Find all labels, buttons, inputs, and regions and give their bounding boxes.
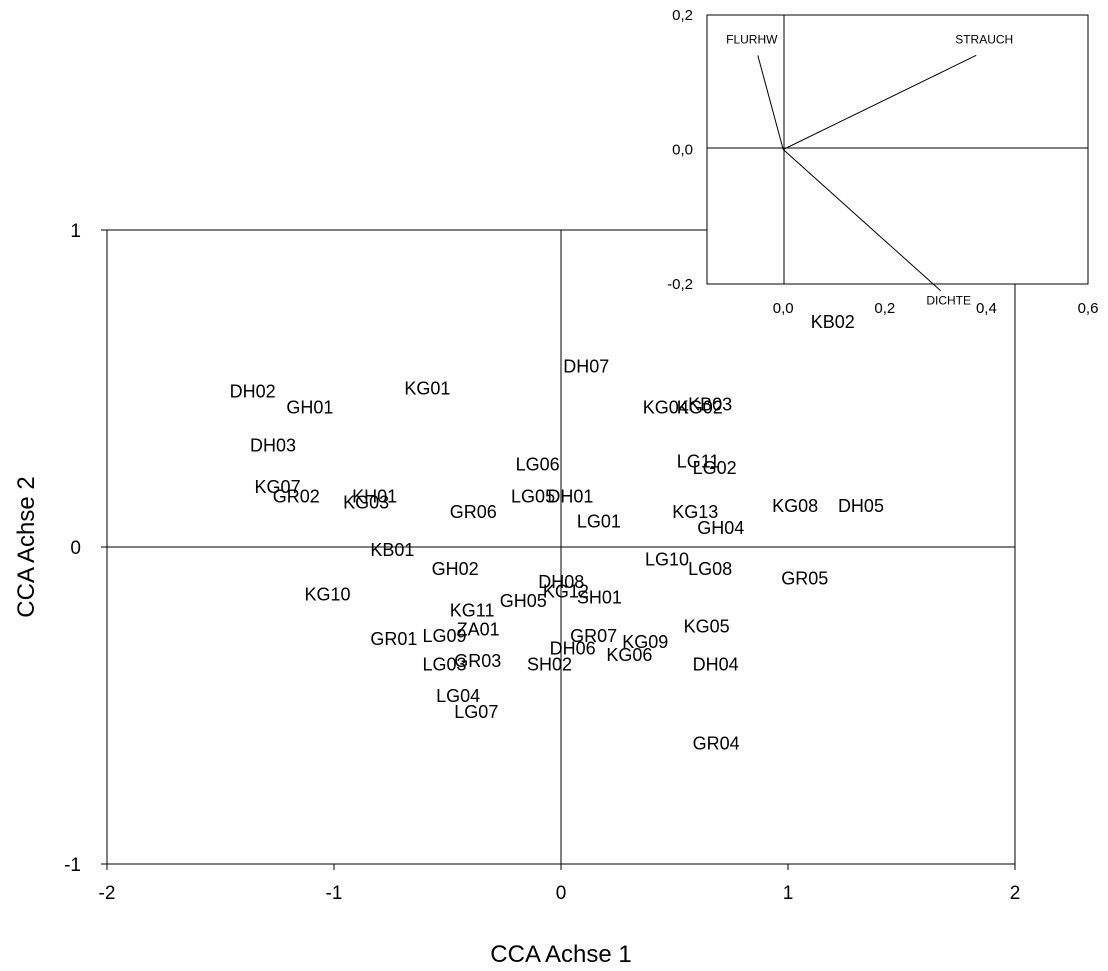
site-label-kb02: KB02 (811, 312, 855, 332)
site-label-gr06: GR06 (450, 502, 497, 522)
vector-label-strauch: STRAUCH (955, 32, 1013, 46)
inset-x-tick-label: 0,4 (976, 300, 997, 317)
site-label-dh08: DH08 (538, 572, 584, 592)
site-label-lg07: LG07 (454, 702, 498, 722)
x-tick-label: 1 (783, 883, 794, 904)
y-tick-label: -1 (64, 855, 81, 876)
vector-dichte (782, 149, 942, 292)
site-label-kg06: KG06 (606, 645, 652, 665)
site-label-lg01: LG01 (577, 512, 621, 532)
site-label-gr07: GR07 (570, 626, 617, 646)
vector-label-flurhw: FLURHW (726, 32, 778, 46)
y-tick-label: 0 (70, 538, 81, 559)
site-label-dh05: DH05 (838, 496, 884, 516)
site-label-sh02: SH02 (527, 654, 572, 674)
site-label-gr01: GR01 (370, 629, 417, 649)
site-label-kb03: KB03 (688, 394, 732, 414)
site-label-gh04: GH04 (697, 518, 744, 538)
site-label-kg12: KG12 (543, 581, 589, 601)
site-label-kg05: KG05 (684, 616, 730, 636)
x-tick-label: -1 (326, 883, 343, 904)
inset-axis-ticks: 0,0 0,2 0,4 0,6 0,2 0,0 -0,2 (667, 7, 1098, 317)
site-label-lg11: LG11 (677, 451, 720, 471)
site-label-kg13: KG13 (672, 502, 718, 522)
site-label-lg06: LG06 (516, 455, 560, 475)
x-tick-label: -2 (99, 883, 116, 904)
x-tick-label: 0 (556, 883, 567, 904)
inset-y-tick-label: 0,2 (672, 7, 693, 24)
x-axis-title: CCA Achse 1 (490, 941, 631, 968)
inset-plot: 0,0 0,2 0,4 0,6 0,2 0,0 -0,2 FLURHW STRAUCH DICH… (667, 7, 1098, 317)
site-label-kb01: KB01 (370, 540, 414, 560)
site-label-dh01: DH01 (547, 486, 593, 506)
site-label-lg10: LG10 (645, 550, 689, 570)
vector-flurhw (757, 55, 784, 150)
site-label-sh01: SH01 (577, 588, 622, 608)
site-label-lg05: LG05 (511, 486, 555, 506)
inset-x-tick-label: 0,0 (773, 300, 794, 317)
site-label-kh01: KH01 (352, 486, 397, 506)
site-label-dh04: DH04 (693, 654, 739, 674)
main-axis-ticks: -2 -1 0 1 2 -1 0 1 (64, 221, 1020, 904)
y-tick-label: 1 (70, 221, 81, 242)
site-label-dh02: DH02 (230, 382, 276, 402)
site-label-za01: ZA01 (457, 619, 500, 639)
site-label-gr02: GR02 (273, 486, 320, 506)
vector-label-dichte: DICHTE (926, 294, 971, 308)
site-label-lg03: LG03 (423, 654, 467, 674)
site-label-kg10: KG10 (304, 585, 350, 605)
site-label-gr04: GR04 (693, 734, 740, 754)
site-label-gh05: GH05 (500, 591, 547, 611)
site-label-kg11: KG11 (450, 600, 495, 620)
site-label-kg07: KG07 (255, 477, 301, 497)
inset-environment-vectors: FLURHW STRAUCH DICHTE (726, 32, 1013, 307)
site-label-dh03: DH03 (250, 436, 296, 456)
site-label-lg09: LG09 (423, 626, 467, 646)
site-label-gh02: GH02 (432, 559, 479, 579)
site-label-dh06: DH06 (550, 638, 596, 658)
inset-y-tick-label: -0,2 (667, 276, 693, 293)
x-tick-label: 2 (1010, 883, 1021, 904)
vector-strauch (782, 54, 977, 150)
site-label-kg08: KG08 (772, 496, 818, 516)
inset-plot-frame (706, 14, 1089, 285)
site-label-dh07: DH07 (563, 356, 609, 376)
site-label-lg08: LG08 (688, 559, 732, 579)
site-label-kg02: KG02 (677, 398, 723, 418)
inset-y-tick-label: 0,0 (672, 142, 693, 159)
site-label-gh01: GH01 (286, 398, 333, 418)
site-label-kg03: KG03 (343, 493, 389, 513)
y-axis-title: CCA Achse 2 (13, 476, 40, 617)
site-label-kg01: KG01 (404, 379, 450, 399)
site-label-kg09: KG09 (622, 632, 668, 652)
site-label-gr03: GR03 (454, 651, 501, 671)
inset-x-tick-label: 0,6 (1078, 300, 1099, 317)
site-label-kg04: KG04 (643, 398, 689, 418)
site-label-gr05: GR05 (781, 569, 828, 589)
inset-x-tick-label: 0,2 (874, 300, 895, 317)
site-label-lg04: LG04 (436, 686, 480, 706)
site-label-lg02: LG02 (693, 458, 737, 478)
